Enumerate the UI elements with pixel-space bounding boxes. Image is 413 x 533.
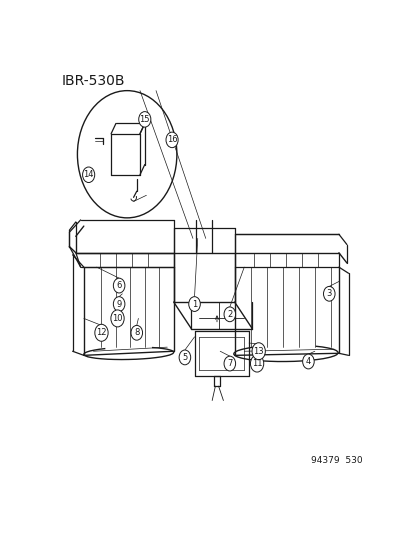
Text: 12: 12 [96, 328, 107, 337]
Text: 9: 9 [116, 300, 121, 309]
Text: 14: 14 [83, 170, 94, 179]
Text: 16: 16 [166, 135, 177, 144]
Text: 2: 2 [227, 310, 232, 319]
Text: 8: 8 [134, 328, 139, 337]
Text: IBR-530B: IBR-530B [61, 74, 125, 88]
Text: 13: 13 [253, 347, 263, 356]
Circle shape [95, 324, 108, 341]
Text: 7: 7 [227, 359, 232, 368]
Text: 3: 3 [326, 289, 331, 298]
Circle shape [166, 132, 178, 148]
Circle shape [250, 355, 263, 372]
Text: 6: 6 [116, 281, 121, 290]
Text: 4: 4 [305, 357, 310, 366]
Circle shape [131, 325, 142, 340]
Circle shape [302, 354, 313, 369]
Text: 15: 15 [139, 115, 150, 124]
Circle shape [223, 307, 235, 322]
Text: 11: 11 [251, 359, 262, 368]
Circle shape [82, 167, 95, 182]
Text: 1: 1 [192, 300, 197, 309]
Circle shape [223, 356, 235, 371]
Circle shape [188, 297, 200, 311]
Circle shape [179, 350, 190, 365]
Text: 94379  530: 94379 530 [311, 456, 362, 465]
Text: 5: 5 [182, 353, 187, 362]
Circle shape [111, 310, 124, 327]
Circle shape [138, 111, 150, 127]
Circle shape [252, 343, 265, 360]
Text: 10: 10 [112, 314, 123, 323]
Circle shape [113, 297, 125, 311]
Circle shape [113, 278, 125, 293]
Circle shape [323, 286, 334, 301]
